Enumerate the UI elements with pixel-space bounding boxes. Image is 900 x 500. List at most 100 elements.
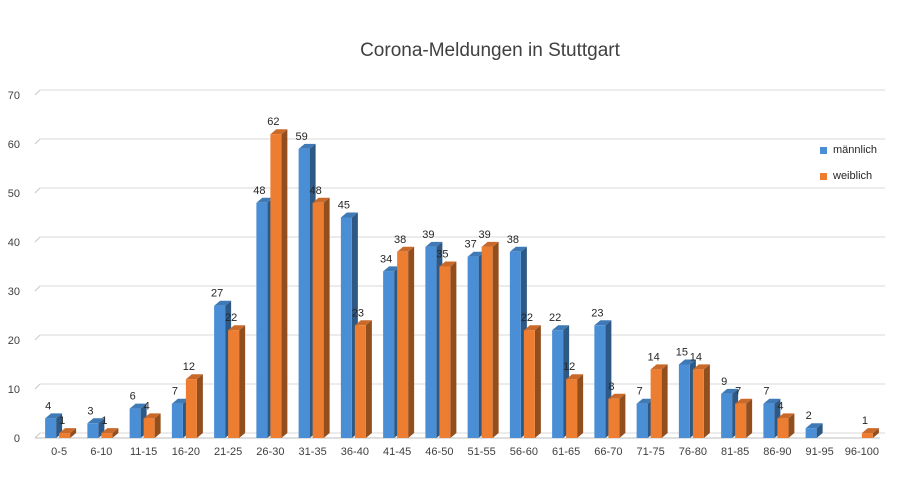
bar-side <box>408 246 415 438</box>
bar <box>87 423 99 438</box>
x-tick-label: 21-25 <box>214 446 242 458</box>
bar-top <box>467 251 485 257</box>
bar-side <box>70 428 77 438</box>
bar-top <box>523 325 541 331</box>
y-tick-label: 60 <box>8 139 20 151</box>
bar-side <box>365 320 372 438</box>
x-tick-label: 71-75 <box>637 446 665 458</box>
bar-top <box>777 413 795 419</box>
y-tick-label: 40 <box>8 237 20 249</box>
bar-side <box>816 423 823 438</box>
data-label: 59 <box>296 131 308 143</box>
bar <box>101 433 113 438</box>
gridline-depth <box>34 383 41 390</box>
bar-top <box>721 388 739 394</box>
y-tick-label: 70 <box>8 90 20 102</box>
bar-top <box>45 413 63 419</box>
x-tick-label: 41-45 <box>383 446 411 458</box>
data-label: 14 <box>648 351 660 363</box>
bar-side <box>703 364 710 438</box>
bar-top <box>214 300 232 306</box>
bar-top <box>481 241 499 247</box>
bar-top <box>763 398 781 404</box>
data-label: 38 <box>507 234 519 246</box>
data-label: 39 <box>479 229 491 241</box>
y-tick-label: 30 <box>8 286 20 298</box>
bar-side <box>534 325 541 438</box>
data-label: 7 <box>172 386 178 398</box>
bar <box>228 330 240 438</box>
legend-label-weiblich: weiblich <box>833 170 873 182</box>
bar-top <box>425 241 443 247</box>
gridline-depth <box>34 285 41 292</box>
bar-top <box>678 359 696 365</box>
bar-top <box>608 393 626 399</box>
bar-top <box>566 374 584 380</box>
bar-top <box>692 364 710 370</box>
data-label: 12 <box>183 361 195 373</box>
bar-top <box>143 413 161 419</box>
bar <box>636 403 648 438</box>
y-tick-label: 20 <box>8 335 20 347</box>
bar-top <box>185 374 203 380</box>
x-tick-label: 91-95 <box>806 446 834 458</box>
x-tick-label: 86-90 <box>763 446 791 458</box>
bar <box>650 369 662 438</box>
bar <box>721 393 733 438</box>
x-tick-label: 81-85 <box>721 446 749 458</box>
bar <box>185 379 197 438</box>
x-tick-label: 66-70 <box>594 446 622 458</box>
bar <box>298 148 310 438</box>
bar-top <box>354 320 372 326</box>
data-label: 6 <box>130 391 136 403</box>
data-label: 1 <box>862 415 868 427</box>
x-tick-label: 0-5 <box>51 446 67 458</box>
data-label: 48 <box>310 185 322 197</box>
bar-top <box>509 246 527 252</box>
data-label: 23 <box>352 307 364 319</box>
bar <box>763 403 775 438</box>
bar <box>340 217 352 438</box>
bar-top <box>552 325 570 331</box>
bar-top <box>594 320 612 326</box>
data-label: 23 <box>591 307 603 319</box>
bar-side <box>788 413 795 438</box>
data-label: 48 <box>253 185 265 197</box>
x-tick-label: 96-100 <box>845 446 879 458</box>
data-label: 15 <box>676 347 688 359</box>
bar <box>805 428 817 438</box>
bar-top <box>228 325 246 331</box>
x-tick-label: 6-10 <box>90 446 112 458</box>
bar-top <box>270 129 288 135</box>
bar-side <box>492 241 499 438</box>
bar-side <box>450 261 457 438</box>
legend-label-maennlich: männlich <box>833 144 878 156</box>
data-label: 3 <box>87 405 93 417</box>
x-tick-label: 51-55 <box>468 446 496 458</box>
y-tick-label: 0 <box>14 433 20 445</box>
data-label: 7 <box>637 386 643 398</box>
bar-side <box>154 413 161 438</box>
legend-swatch-maennlich <box>820 146 827 154</box>
data-label: 14 <box>690 351 702 363</box>
legend-swatch-weiblich <box>820 172 827 180</box>
x-tick-label: 11-15 <box>130 446 157 458</box>
bar <box>481 246 493 438</box>
x-tick-label: 36-40 <box>341 446 369 458</box>
bar-top <box>439 261 457 267</box>
data-label: 34 <box>380 253 392 265</box>
data-label: 1 <box>101 415 107 427</box>
data-label: 22 <box>549 312 561 324</box>
gridline-depth <box>34 334 41 341</box>
bar-top <box>805 423 823 429</box>
bar <box>566 379 578 438</box>
gridline-depth <box>34 187 41 194</box>
bar-top <box>59 428 77 434</box>
bar <box>735 403 747 438</box>
data-label: 45 <box>338 200 350 212</box>
bar-side <box>746 398 753 438</box>
bar <box>777 418 789 438</box>
legend-item-weiblich: weiblich <box>820 166 877 186</box>
bar <box>397 251 409 438</box>
